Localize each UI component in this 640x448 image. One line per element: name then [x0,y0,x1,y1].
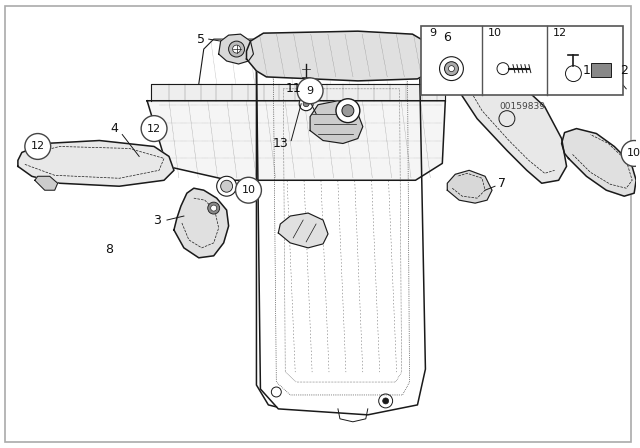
Polygon shape [310,101,363,143]
Bar [591,63,611,77]
Text: 5: 5 [196,33,205,46]
Circle shape [566,66,581,82]
Text: 12: 12 [31,142,45,151]
Circle shape [299,97,313,111]
Text: 13: 13 [273,137,288,150]
Circle shape [297,78,323,104]
Text: 2: 2 [620,65,628,78]
Polygon shape [174,188,228,258]
Circle shape [221,180,232,192]
Circle shape [25,134,51,159]
Circle shape [232,45,241,53]
Polygon shape [147,101,445,180]
Text: 7: 7 [498,177,506,190]
Text: 10: 10 [241,185,255,195]
Circle shape [336,99,360,123]
Circle shape [449,66,454,72]
Text: 3: 3 [153,214,161,227]
Circle shape [621,141,640,166]
Text: 12: 12 [552,28,566,38]
Text: 10: 10 [627,148,640,159]
Polygon shape [151,84,445,101]
Text: 4: 4 [110,122,118,135]
Polygon shape [246,31,435,81]
Polygon shape [561,129,636,196]
Polygon shape [452,64,566,183]
Bar [421,26,623,95]
Circle shape [440,57,463,81]
Polygon shape [447,170,492,203]
Circle shape [383,398,388,404]
Polygon shape [219,34,253,64]
Circle shape [217,177,237,196]
Polygon shape [35,177,58,190]
Text: 9: 9 [307,86,314,96]
Circle shape [303,101,309,107]
Circle shape [342,105,354,116]
Text: 6: 6 [444,30,451,43]
Text: 11: 11 [285,82,301,95]
Text: 00159839: 00159839 [499,102,545,111]
Text: 9: 9 [429,28,436,38]
Circle shape [497,63,509,75]
Text: 12: 12 [147,124,161,134]
Circle shape [211,205,217,211]
Circle shape [141,116,167,142]
Polygon shape [278,213,328,248]
Circle shape [228,41,244,57]
Text: 10: 10 [488,28,502,38]
Circle shape [236,177,261,203]
Circle shape [208,202,220,214]
Circle shape [445,62,458,76]
Text: 1: 1 [582,65,590,78]
Polygon shape [18,141,174,186]
Text: 8: 8 [106,243,113,256]
